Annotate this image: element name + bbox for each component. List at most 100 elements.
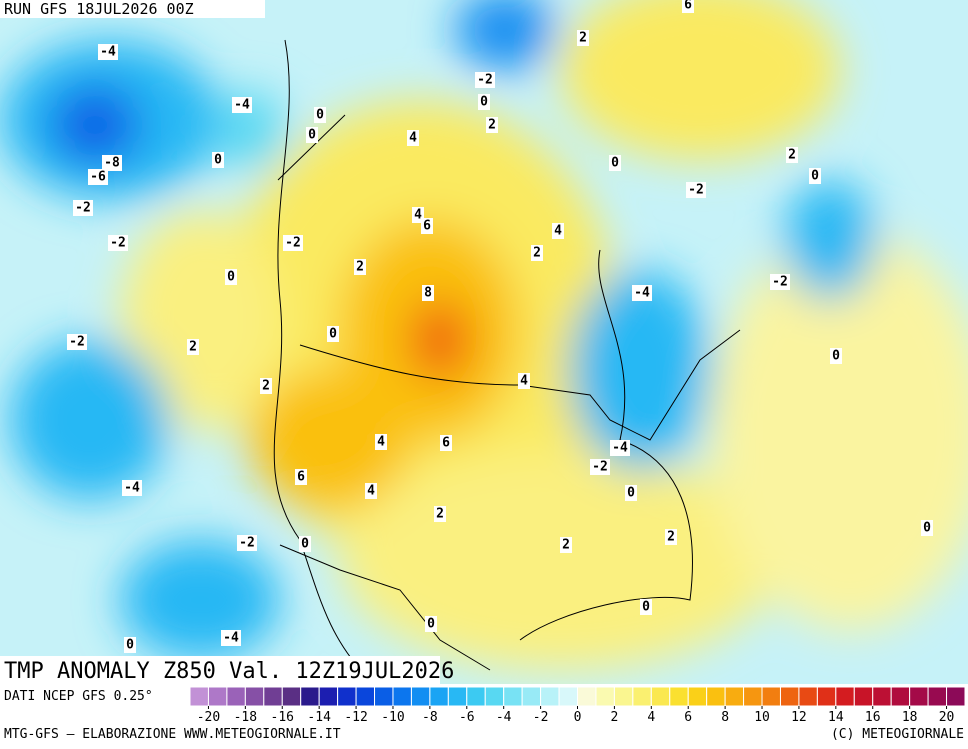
colorbar-cell	[318, 686, 339, 707]
contour-label: 6	[421, 218, 433, 234]
contour-label: 0	[609, 155, 621, 171]
colorbar-tick-label: 18	[902, 710, 918, 725]
colorbar-cell	[189, 686, 209, 707]
contour-label-text: 4	[409, 131, 417, 146]
contour-label-text: 0	[316, 108, 324, 123]
contour-label-text: 6	[297, 470, 305, 485]
contour-label-bg	[295, 469, 307, 485]
contour-label-bg	[770, 274, 790, 290]
colorbar-cell	[226, 686, 246, 707]
contour-label-bg	[354, 259, 366, 275]
contour-label-text: 4	[377, 435, 385, 450]
contour-label: 4	[518, 373, 530, 389]
contour-label: 2	[531, 245, 543, 261]
contour-label-text: 0	[227, 270, 235, 285]
title-box	[0, 656, 440, 684]
header-box	[0, 0, 265, 18]
contour-label-bg	[212, 152, 224, 168]
colorbar-cell	[946, 686, 966, 707]
colorbar-cell	[521, 686, 542, 707]
contour-label: 2	[354, 259, 366, 275]
colorbar-tick-label: -8	[422, 710, 438, 725]
colorbar-cell	[853, 686, 874, 707]
contour-label: 2	[486, 117, 498, 133]
contour-label-bg	[232, 97, 252, 113]
contour-label-bg	[306, 127, 318, 143]
contour-label-bg	[809, 168, 821, 184]
contour-label-text: 2	[788, 148, 796, 163]
contour-label-text: 0	[214, 153, 222, 168]
contour-label-text: 2	[579, 31, 587, 46]
contour-label: 4	[365, 483, 377, 499]
contour-label: -4	[98, 44, 118, 60]
contour-label-text: -4	[612, 441, 628, 456]
contour-label-bg	[122, 480, 142, 496]
contour-label: 2	[577, 30, 589, 46]
contour-label-bg	[98, 44, 118, 60]
contour-label: -2	[73, 200, 93, 216]
colorbar-cell	[540, 686, 560, 707]
colorbar-cell	[743, 686, 763, 707]
contour-label: -4	[610, 440, 630, 456]
colorbar-tick-label: -16	[271, 710, 294, 725]
contour-label-bg	[237, 535, 257, 551]
contour-label-text: 0	[480, 95, 488, 110]
contour-label-bg	[478, 94, 490, 110]
contour-label: 2	[665, 529, 677, 545]
colorbar-tick-label: 6	[684, 710, 692, 725]
colorbar-cell	[484, 686, 505, 707]
contour-label-bg	[225, 269, 237, 285]
contour-label-bg	[283, 235, 303, 251]
contour-label-text: -4	[223, 631, 239, 646]
contour-label: 0	[306, 127, 318, 143]
contour-label: 2	[187, 339, 199, 355]
contour-label-text: -2	[285, 236, 301, 251]
contour-label-bg	[187, 339, 199, 355]
contour-label-text: -4	[100, 45, 116, 60]
contour-label: 0	[478, 94, 490, 110]
colorbar-cell	[909, 686, 929, 707]
contour-label-text: 8	[424, 286, 432, 301]
contour-label-bg	[475, 72, 495, 88]
contour-label-text: 0	[832, 349, 840, 364]
contour-label-bg	[314, 107, 326, 123]
colorbar-cell	[798, 686, 818, 707]
contour-label-text: 4	[520, 374, 528, 389]
contour-label: 2	[786, 147, 798, 163]
contour-label: 0	[830, 348, 842, 364]
contour-label-bg	[531, 245, 543, 261]
colorbar-cell	[669, 686, 689, 707]
colorbar-cell	[207, 686, 228, 707]
colorbar-cell	[816, 686, 837, 707]
contour-label-text: 0	[427, 617, 435, 632]
contour-label-text: 4	[554, 224, 562, 239]
contour-label-text: 2	[533, 246, 541, 261]
colorbar-tick-label: 16	[865, 710, 881, 725]
colorbar-cell	[687, 686, 708, 707]
contour-label: -8	[102, 155, 122, 171]
colorbar-cell	[281, 686, 302, 707]
contour-label: -6	[88, 169, 108, 185]
contour-label-bg	[421, 218, 433, 234]
contour-label: -2	[108, 235, 128, 251]
contour-label-bg	[921, 520, 933, 536]
contour-label: -4	[632, 285, 652, 301]
contour-label: 0	[212, 152, 224, 168]
contour-label-text: 6	[684, 0, 692, 13]
contour-label: 0	[124, 637, 136, 653]
contour-label: 0	[225, 269, 237, 285]
contour-label: 4	[552, 223, 564, 239]
contour-label-bg	[375, 434, 387, 450]
contour-label-bg	[610, 440, 630, 456]
colorbar-cell	[300, 686, 320, 707]
contour-label-text: -2	[592, 460, 608, 475]
colorbar-cell	[927, 686, 948, 707]
contour-label-bg	[221, 630, 241, 646]
contour-label-bg	[552, 223, 564, 239]
colorbar-cell	[632, 686, 652, 707]
colorbar-cell	[337, 686, 357, 707]
contour-label: -2	[283, 235, 303, 251]
colorbar-tick-label: -20	[197, 710, 220, 725]
colorbar-cell	[872, 686, 892, 707]
